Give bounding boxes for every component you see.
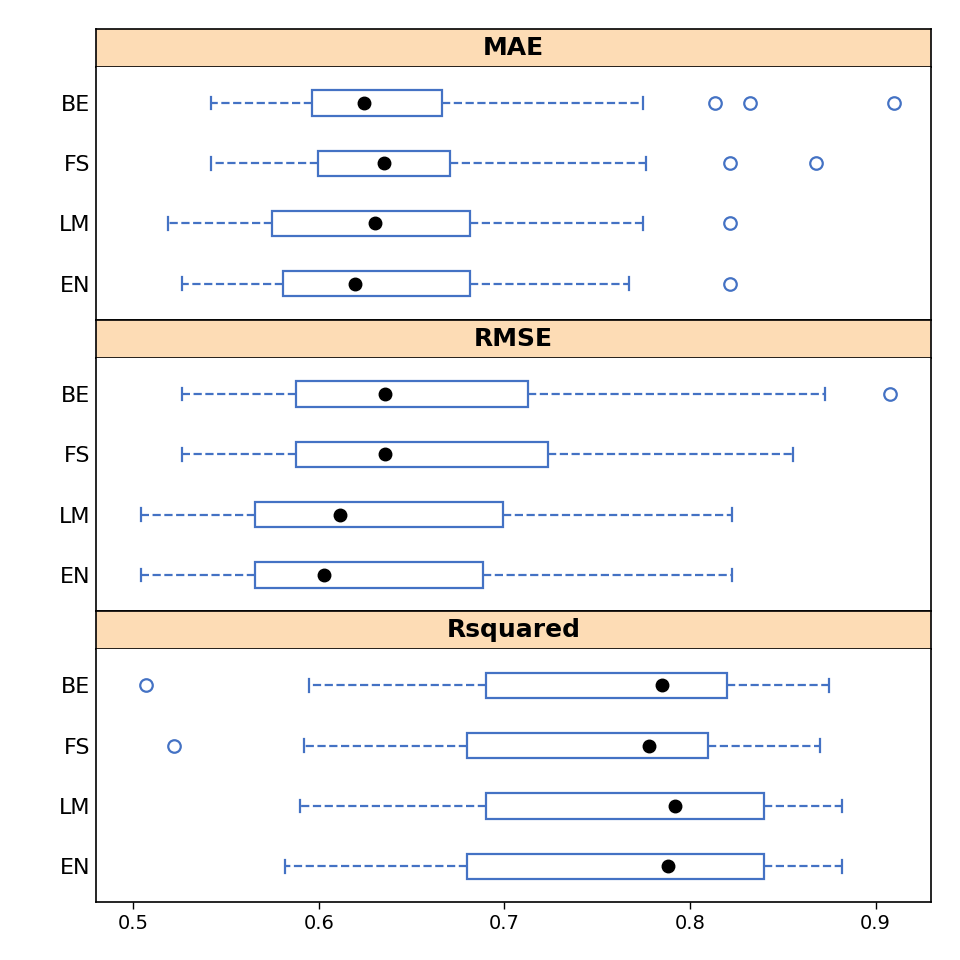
PathPatch shape (312, 90, 442, 115)
PathPatch shape (272, 211, 470, 236)
PathPatch shape (255, 563, 483, 588)
PathPatch shape (255, 502, 503, 527)
Text: Rsquared: Rsquared (446, 618, 581, 642)
PathPatch shape (283, 271, 470, 297)
PathPatch shape (486, 793, 764, 819)
PathPatch shape (296, 381, 528, 407)
PathPatch shape (468, 732, 708, 758)
PathPatch shape (296, 442, 548, 467)
Text: MAE: MAE (483, 36, 544, 60)
PathPatch shape (468, 853, 764, 878)
Text: RMSE: RMSE (474, 327, 553, 351)
PathPatch shape (318, 151, 450, 176)
PathPatch shape (486, 673, 727, 698)
